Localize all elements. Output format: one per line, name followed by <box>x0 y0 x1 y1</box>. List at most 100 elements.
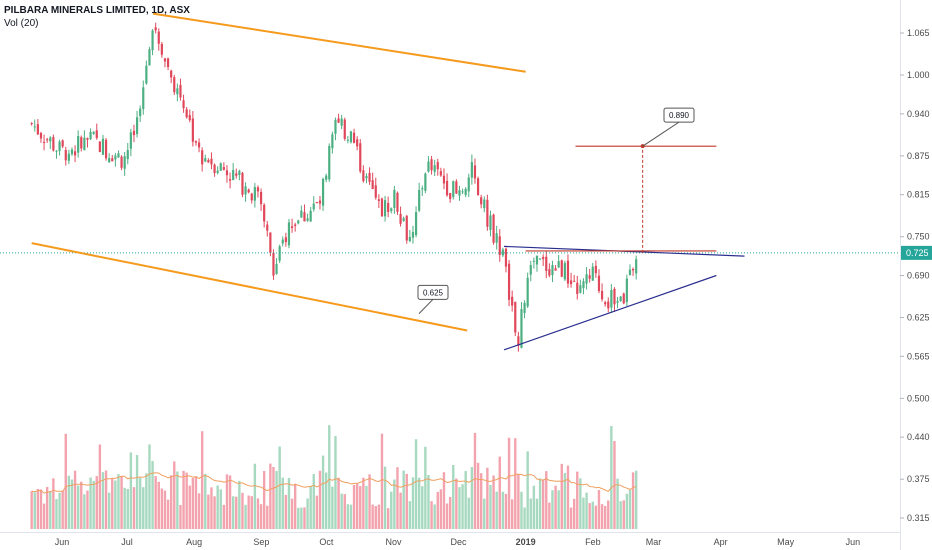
volume-bar <box>36 488 40 529</box>
candle-body <box>511 296 514 306</box>
price-tick-label: 1.000 <box>907 70 930 80</box>
volume-bar <box>479 473 483 529</box>
volume-bar <box>340 493 343 529</box>
volume-bar <box>337 477 340 529</box>
candle-body <box>77 136 80 153</box>
candle-body <box>535 255 539 265</box>
volume-bar <box>154 476 157 529</box>
candle-body <box>194 141 198 143</box>
trend-drawings <box>0 12 900 351</box>
candle-body <box>225 170 229 176</box>
volume-bar <box>517 473 520 529</box>
annotations: 0.890 0.625 0.725 <box>417 107 932 315</box>
volume-bar <box>210 487 213 529</box>
candle-body <box>70 149 74 155</box>
volume-bar <box>417 477 421 529</box>
candle-body <box>600 290 604 300</box>
candle-body <box>576 282 579 294</box>
volume-bar <box>386 508 390 529</box>
candle-body <box>461 191 464 193</box>
price-axis-ticks: 1.065 1.000 0.940 0.875 0.815 0.750 0.690 0.625… <box>900 28 930 523</box>
candle-body <box>263 204 266 222</box>
volume-bar <box>278 446 281 529</box>
candle-body <box>436 161 439 170</box>
volume-bar <box>582 497 585 529</box>
upper-channel-line[interactable] <box>152 12 526 73</box>
volume-bar <box>306 498 309 529</box>
candle-body <box>492 214 495 243</box>
price-tick-label: 0.940 <box>907 109 930 119</box>
time-tick-label: Dec <box>450 537 467 547</box>
volume-bar <box>576 471 579 529</box>
candle-body <box>256 187 260 192</box>
volume-bar <box>603 505 607 529</box>
candle-body <box>538 258 542 260</box>
candle-body <box>523 302 526 313</box>
candle-body <box>67 153 70 161</box>
volume-bar <box>408 501 412 529</box>
volume-bar <box>197 493 201 529</box>
volume-bar <box>129 452 133 529</box>
candle-body <box>334 119 337 134</box>
candle-body <box>111 158 114 162</box>
volume-bar <box>241 492 244 529</box>
candle-body <box>442 175 446 184</box>
candle-body <box>604 302 607 305</box>
volume-bar <box>390 491 393 529</box>
volume-bar <box>421 486 424 529</box>
candle-body <box>529 265 532 275</box>
triangle-lower-line[interactable] <box>503 274 717 351</box>
volume-bar <box>253 463 257 529</box>
candle-body <box>628 269 632 276</box>
candle-body <box>631 268 635 271</box>
price-tick-label: 0.815 <box>907 190 930 200</box>
lower-channel-line[interactable] <box>31 242 468 332</box>
candle-body <box>427 161 430 172</box>
volume-bar <box>272 466 275 529</box>
volume-bar <box>585 492 588 529</box>
volume-bar <box>107 492 111 529</box>
volume-bar <box>352 484 356 529</box>
candle-body <box>582 281 585 289</box>
candle-body <box>135 117 139 135</box>
volume-bar <box>259 504 263 529</box>
volume-bar <box>371 504 374 529</box>
candle-body <box>473 165 477 179</box>
candle-body <box>380 198 384 217</box>
candle-body <box>49 137 52 142</box>
volume-bar <box>101 472 105 529</box>
candle-body <box>439 171 442 176</box>
candle-body <box>613 288 616 305</box>
channel-callout[interactable]: 0.625 <box>417 284 449 315</box>
volume-bar <box>411 477 415 529</box>
candle-body <box>83 137 86 151</box>
candle-body <box>532 260 535 262</box>
target-callout[interactable]: 0.890 <box>642 107 695 147</box>
candle-body <box>101 138 105 155</box>
candle-body <box>201 150 204 165</box>
candle-body <box>449 193 452 200</box>
price-tick-label: 0.315 <box>907 513 930 523</box>
volume-bar <box>597 489 601 529</box>
candle-body <box>303 212 306 222</box>
candle-body <box>55 150 58 152</box>
volume-bar <box>321 455 325 529</box>
volume-bar <box>548 502 551 529</box>
candle-body <box>514 301 517 333</box>
volume-moving-average <box>31 472 637 494</box>
volume-bar <box>402 470 405 529</box>
volume-bar <box>126 488 129 529</box>
candle-body <box>269 232 272 253</box>
candle-body <box>210 158 213 165</box>
candle-body <box>346 139 349 141</box>
volume-bar <box>545 471 548 529</box>
candle-body <box>588 275 591 279</box>
volume-bar <box>173 461 176 529</box>
volume-bar <box>83 494 86 529</box>
volume-bar <box>33 492 36 529</box>
candle-body <box>548 269 551 276</box>
price-tick-label: 0.875 <box>907 151 930 161</box>
volume-bar <box>49 491 52 529</box>
volume-bar <box>343 494 346 529</box>
